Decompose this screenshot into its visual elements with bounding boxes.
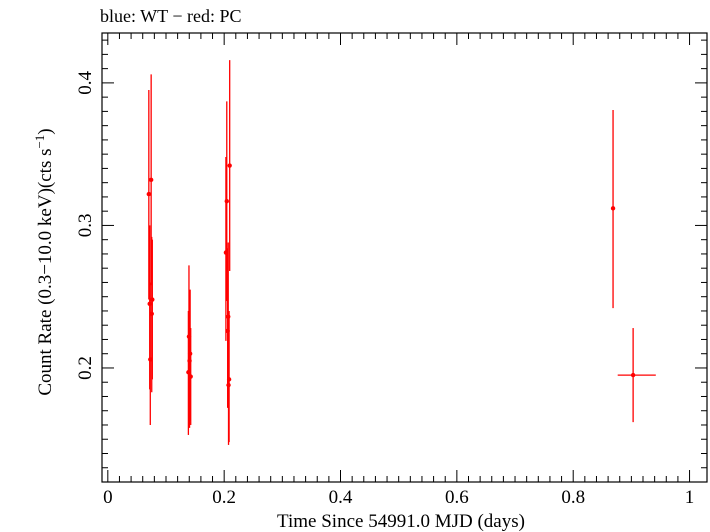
axis-ticks [102, 33, 707, 483]
y-axis-title-tail: ) [35, 128, 56, 134]
point-marker [188, 374, 193, 379]
data-point [224, 101, 229, 301]
x-tick-label: 0.4 [329, 487, 353, 508]
x-tick-label: 0 [103, 487, 113, 508]
point-marker [150, 297, 155, 302]
y-axis-title-text: Count Rate (0.3−10.0 keV)(cts s−1) [32, 128, 56, 395]
chart-title: blue: WT − red: PC [100, 6, 241, 26]
data-point [188, 328, 193, 425]
data-point [146, 90, 152, 300]
point-marker [226, 314, 231, 319]
y-tick-label: 0.3 [75, 214, 96, 238]
y-tick-label: 0.2 [75, 356, 96, 380]
x-tick-label: 0.6 [445, 487, 469, 508]
x-tick-label: 0.8 [561, 487, 585, 508]
y-axis-title-main: Count Rate (0.3−10.0 keV)(cts s [35, 149, 56, 396]
axis-tick-labels: 0 0.2 0.4 0.6 0.8 1 0.2 0.3 0.4 [75, 71, 694, 508]
y-tick-label: 0.4 [75, 71, 96, 95]
x-axis-title: Time Since 54991.0 MJD (days) [277, 511, 525, 532]
data-points [146, 60, 656, 445]
data-point [617, 328, 656, 423]
point-marker [224, 198, 229, 204]
data-point [610, 109, 616, 309]
x-tick-label: 1 [685, 487, 695, 508]
point-marker [630, 372, 636, 378]
point-marker [146, 191, 152, 197]
data-point [150, 239, 155, 380]
plot-frame [101, 32, 708, 483]
point-marker [227, 163, 232, 168]
y-axis-title-superscript: −1 [32, 135, 47, 149]
data-point [227, 60, 232, 272]
point-marker [226, 377, 232, 382]
point-marker [610, 206, 616, 211]
x-tick-label: 0.2 [212, 487, 236, 508]
y-axis-title: Count Rate (0.3−10.0 keV)(cts s−1) [32, 128, 56, 395]
point-marker [148, 177, 154, 183]
data-point [226, 310, 232, 443]
